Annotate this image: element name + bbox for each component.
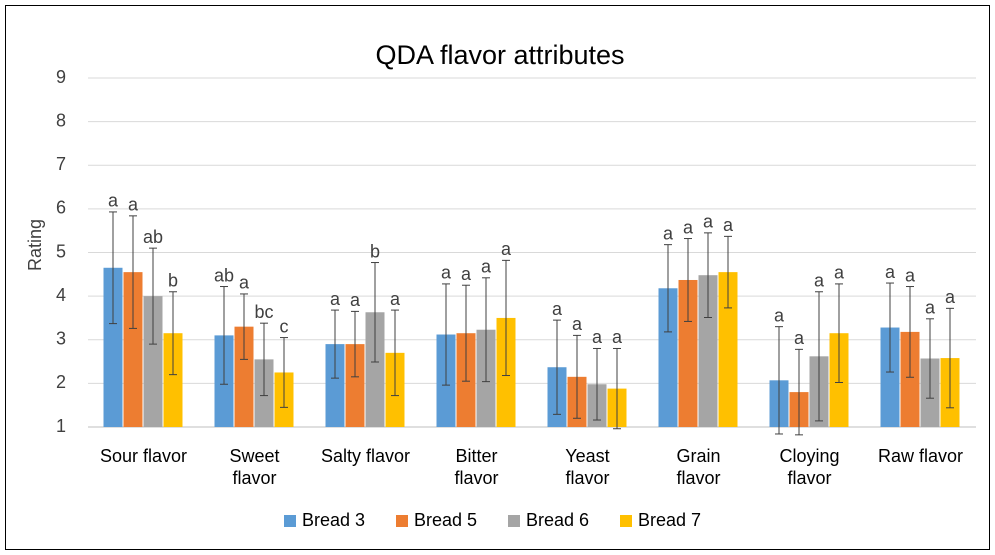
significance-letter: ab (143, 227, 163, 247)
bar (365, 312, 385, 427)
y-tick-label: 7 (56, 154, 66, 174)
significance-letter: a (905, 265, 916, 285)
chart-title: QDA flavor attributes (375, 40, 624, 70)
legend-swatch (508, 515, 520, 527)
x-tick-label: Cloying flavor (779, 446, 840, 488)
legend-swatch (396, 515, 408, 527)
x-tick-label: Raw flavor (877, 446, 964, 466)
significance-letter: b (370, 241, 380, 261)
bar (345, 344, 365, 427)
bar (698, 275, 718, 427)
bar (163, 333, 183, 427)
x-tick-label: Yeast flavor (565, 446, 610, 488)
significance-letter: a (239, 273, 250, 293)
significance-letter: a (814, 271, 825, 291)
significance-letter: a (885, 262, 896, 282)
significance-letter: a (663, 223, 674, 243)
significance-letter: a (390, 289, 401, 309)
significance-letter: a (794, 328, 805, 348)
significance-letter: a (612, 327, 623, 347)
x-tick-label: Sour flavor (99, 446, 188, 466)
bar (103, 267, 123, 427)
y-tick-label: 9 (56, 67, 66, 87)
bar (234, 326, 254, 427)
y-tick-label: 8 (56, 110, 66, 130)
significance-letter: a (441, 263, 452, 283)
bar (123, 272, 143, 427)
bar (143, 296, 163, 427)
significance-letter: a (128, 195, 139, 215)
y-tick-label: 3 (56, 329, 66, 349)
significance-letter: a (350, 290, 361, 310)
y-axis-label: Rating (25, 219, 45, 271)
legend-label: Bread 3 (302, 510, 365, 530)
significance-letter: bc (254, 302, 273, 322)
significance-letter: b (168, 271, 178, 291)
x-tick-label: Salty flavor (320, 446, 411, 466)
x-tick-label: Bitter flavor (454, 446, 499, 488)
significance-letter: a (834, 263, 845, 283)
significance-letter: a (723, 215, 734, 235)
y-tick-label: 4 (56, 285, 66, 305)
y-tick-label: 6 (56, 198, 66, 218)
significance-letter: a (774, 305, 785, 325)
legend-label: Bread 7 (638, 510, 701, 530)
significance-letter: a (572, 314, 583, 334)
significance-letter: a (925, 298, 936, 318)
significance-letter: a (945, 287, 956, 307)
bar (718, 272, 738, 427)
significance-letter: ab (214, 265, 234, 285)
significance-letter: a (552, 299, 563, 319)
significance-letter: a (461, 264, 472, 284)
bar (678, 279, 698, 427)
legend-swatch (620, 515, 632, 527)
y-tick-label: 5 (56, 241, 66, 261)
x-tick-label: Grain flavor (676, 446, 721, 488)
bar (880, 327, 900, 427)
significance-letter: a (330, 289, 341, 309)
significance-letter: a (481, 257, 492, 277)
legend-swatch (284, 515, 296, 527)
significance-letter: a (592, 327, 603, 347)
significance-letter: a (683, 217, 694, 237)
chart-border (5, 5, 990, 550)
legend-label: Bread 5 (414, 510, 477, 530)
significance-letter: a (501, 239, 512, 259)
significance-letter: c (280, 316, 289, 336)
y-tick-label: 1 (56, 416, 66, 436)
significance-letter: a (703, 212, 714, 232)
x-tick-label: Sweet flavor (229, 446, 280, 488)
y-tick-label: 2 (56, 372, 66, 392)
bar (900, 331, 920, 427)
legend-label: Bread 6 (526, 510, 589, 530)
bar (325, 344, 345, 427)
significance-letter: a (108, 191, 119, 211)
bar (658, 288, 678, 427)
